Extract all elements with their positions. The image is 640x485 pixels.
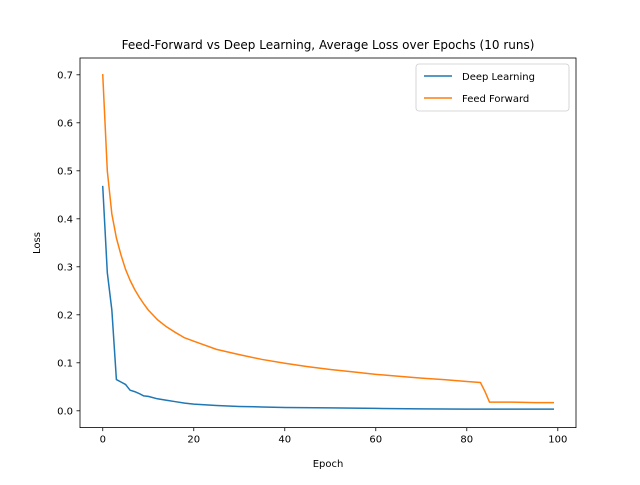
y-tick-label: 0.1 bbox=[57, 358, 73, 369]
y-axis-label: Loss bbox=[32, 232, 43, 254]
legend: Deep Learning Feed Forward bbox=[415, 63, 570, 112]
x-axis-label: Epoch bbox=[313, 459, 344, 470]
x-tick-label: 40 bbox=[278, 435, 291, 446]
x-tick-label: 80 bbox=[460, 435, 473, 446]
x-axis-ticks: 0 20 40 60 80 100 bbox=[100, 427, 567, 446]
y-tick-label: 0.5 bbox=[57, 166, 73, 177]
legend-label-deep-learning: Deep Learning bbox=[462, 72, 535, 83]
plot-frame bbox=[79, 57, 577, 429]
y-tick-label: 0.6 bbox=[57, 118, 73, 129]
x-tick-label: 100 bbox=[548, 435, 567, 446]
y-tick-label: 0.4 bbox=[57, 214, 73, 225]
y-tick-label: 0.3 bbox=[57, 262, 73, 273]
x-tick-label: 20 bbox=[187, 435, 200, 446]
y-tick-label: 0.2 bbox=[57, 310, 73, 321]
legend-label-feed-forward: Feed Forward bbox=[462, 94, 529, 105]
series-line-deep-learning bbox=[101, 185, 554, 410]
series-line-feed-forward bbox=[101, 74, 554, 404]
y-tick-label: 0.7 bbox=[57, 70, 73, 81]
legend-box bbox=[415, 63, 570, 112]
chart-title: Feed-Forward vs Deep Learning, Average L… bbox=[122, 38, 535, 52]
x-tick-label: 0 bbox=[100, 435, 106, 446]
series-layer bbox=[101, 74, 554, 410]
y-tick-label: 0.0 bbox=[57, 406, 73, 417]
y-axis-ticks: 0.0 0.1 0.2 0.3 0.4 0.5 0.6 0.7 bbox=[57, 70, 80, 417]
x-tick-label: 60 bbox=[369, 435, 382, 446]
